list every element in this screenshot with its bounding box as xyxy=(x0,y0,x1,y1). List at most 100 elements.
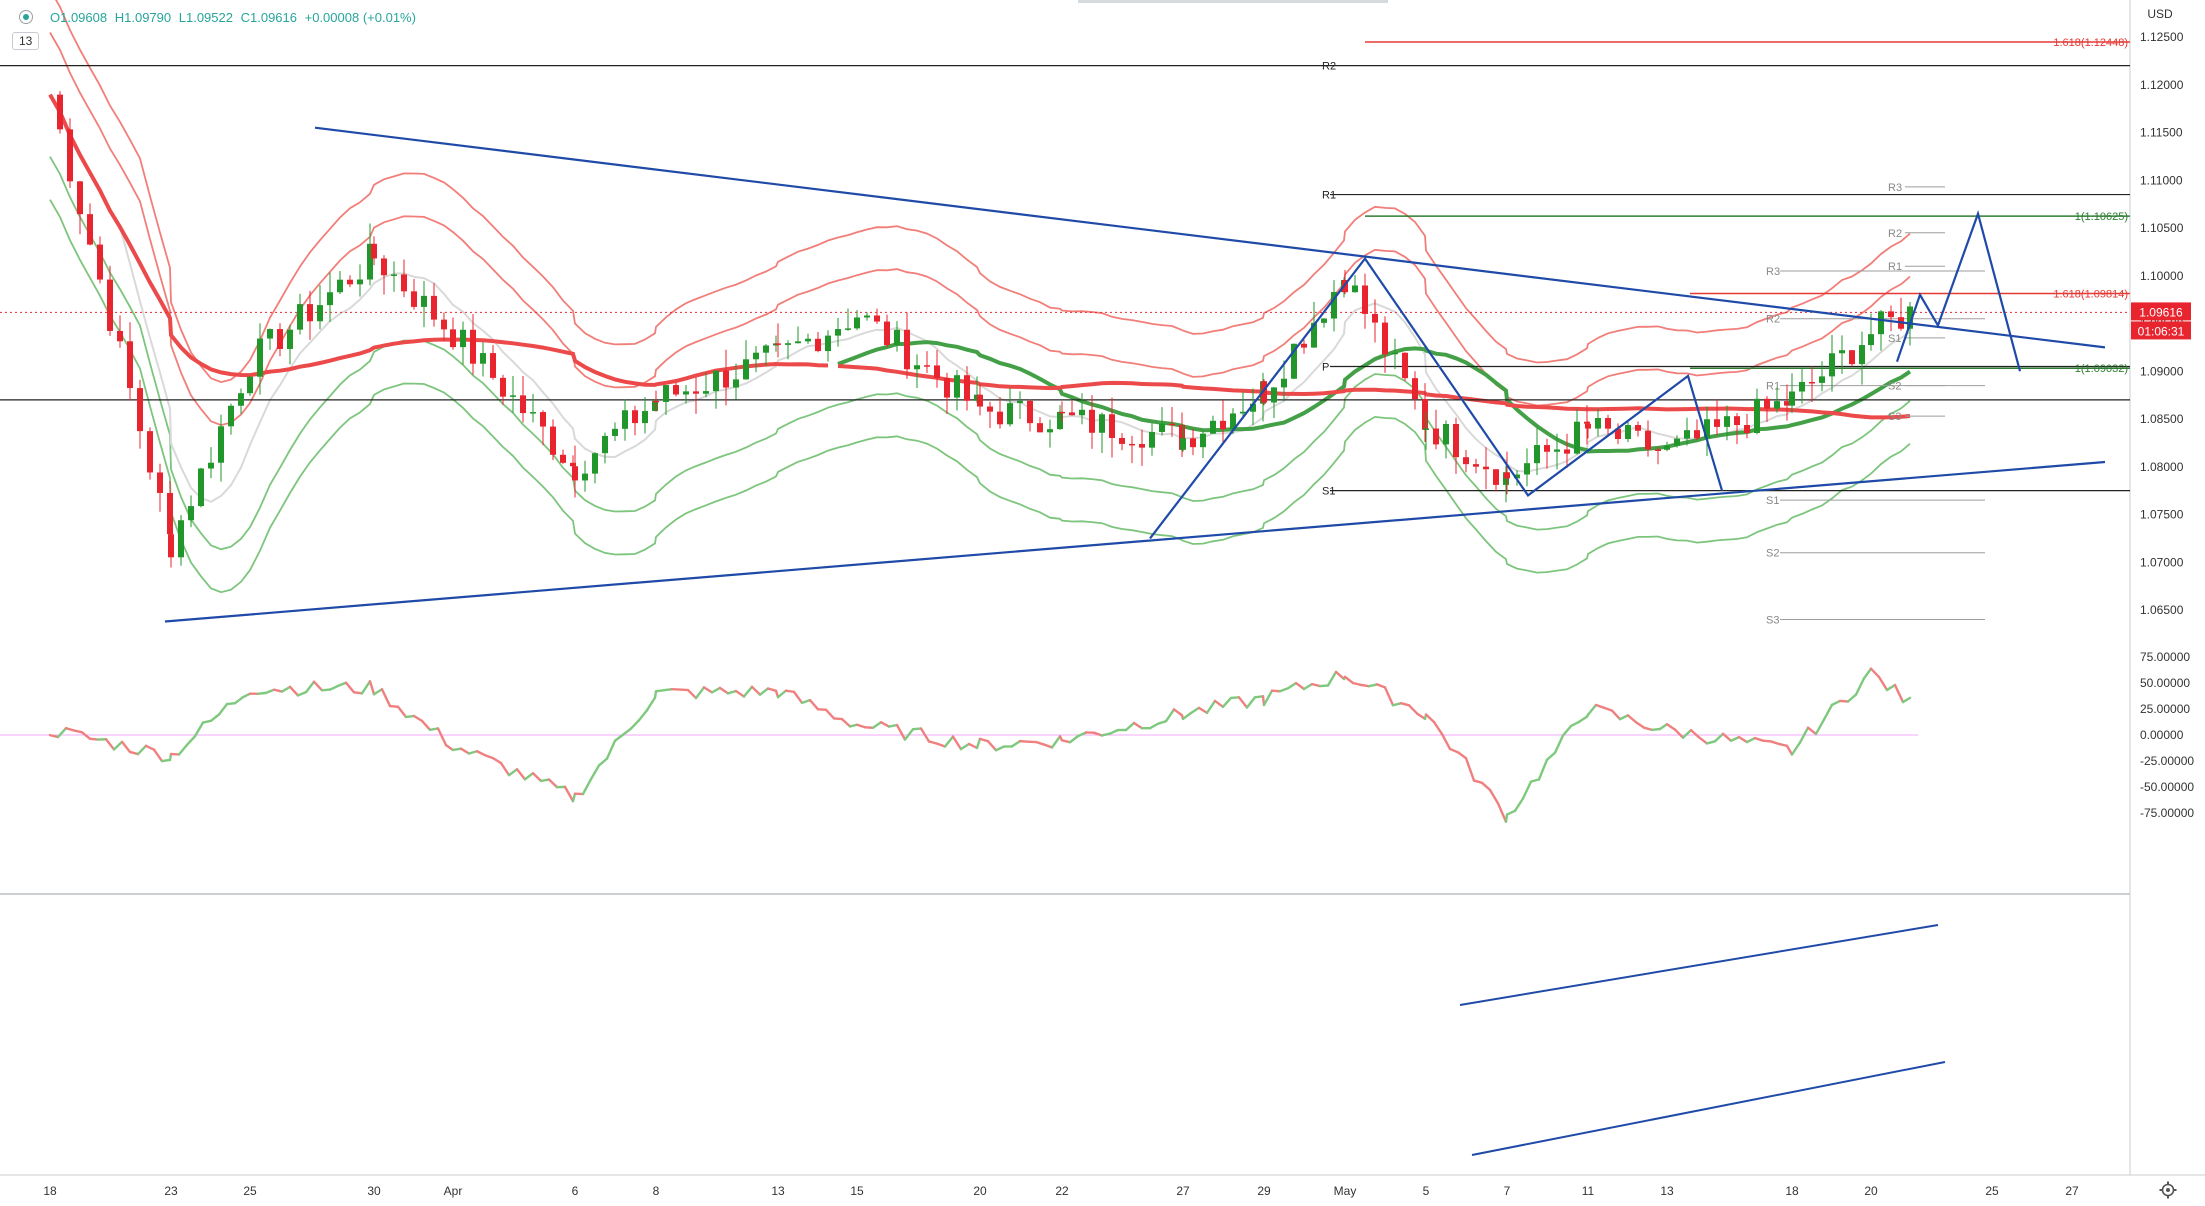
price-tick-label: 1.08000 xyxy=(2140,460,2184,474)
osc-segment xyxy=(1367,683,1379,688)
osc-segment xyxy=(1689,728,1701,739)
ohlc-legend: O1.09608 H1.09790 L1.09522 C1.09616 +0.0… xyxy=(50,10,420,25)
candle-down xyxy=(1544,445,1550,452)
osc-segment xyxy=(483,754,495,760)
candle-up xyxy=(582,473,588,481)
weekly-curr-pivot-label: R2 xyxy=(1888,228,1902,240)
osc-segment xyxy=(1213,699,1225,709)
price-tick-label: 1.06500 xyxy=(2140,603,2184,617)
price-tick-label: 1.07500 xyxy=(2140,508,2184,522)
osc-segment xyxy=(1877,675,1889,692)
settings-gear-icon[interactable] xyxy=(2159,1181,2177,1199)
candle-down xyxy=(431,295,437,320)
osc-segment xyxy=(726,689,738,695)
osc-segment xyxy=(328,684,340,691)
candle-up xyxy=(1281,378,1287,388)
osc-segment xyxy=(1618,714,1630,721)
candle-down xyxy=(1605,417,1611,429)
osc-tick-label: -50.00000 xyxy=(2140,780,2194,794)
weekly-curr-pivot-label: S2 xyxy=(1888,381,1901,393)
indicator-count-badge[interactable]: 13 xyxy=(12,32,40,50)
candle-up xyxy=(228,405,234,427)
candle-up xyxy=(1007,403,1013,425)
osc-tick-label: 25.00000 xyxy=(2140,702,2190,716)
osc-segment xyxy=(1521,780,1533,800)
osc-segment xyxy=(1513,797,1525,813)
osc-segment xyxy=(120,740,132,754)
symbol-status-icon[interactable] xyxy=(19,10,33,24)
candle-up xyxy=(1859,345,1865,365)
osc-segment xyxy=(531,772,543,783)
osc-segment xyxy=(710,686,722,694)
osc-segment xyxy=(1042,743,1054,749)
osc-segment xyxy=(296,690,308,697)
candle-down xyxy=(1190,438,1196,448)
osc-segment xyxy=(467,750,479,755)
osc-segment xyxy=(104,738,116,751)
projection-zigzag xyxy=(1895,210,2022,372)
osc-segment xyxy=(459,747,471,755)
candle-down xyxy=(1615,428,1621,440)
osc-segment xyxy=(702,686,714,694)
candle-down xyxy=(1179,424,1185,450)
candle-down xyxy=(168,534,174,558)
candle-down xyxy=(411,291,417,307)
osc-segment xyxy=(800,698,812,705)
candle-down xyxy=(1694,430,1700,439)
osc-segment xyxy=(201,719,213,724)
osc-segment xyxy=(1586,703,1598,716)
osc-segment xyxy=(539,778,551,783)
trendlines[interactable] xyxy=(164,126,2106,623)
candle-down xyxy=(1220,420,1226,430)
candle-down xyxy=(1433,428,1439,445)
candle-down xyxy=(1089,409,1095,433)
candle-up xyxy=(1149,431,1155,448)
osc-segment xyxy=(911,727,923,731)
osc-segment xyxy=(1665,723,1677,731)
countdown-badge xyxy=(2131,321,2191,340)
candle-down xyxy=(1372,313,1378,323)
osc-segment xyxy=(1060,739,1072,744)
candle-up xyxy=(238,393,244,406)
osc-segment xyxy=(654,689,666,693)
osc-segment xyxy=(88,737,100,741)
osc-segment xyxy=(1769,740,1781,746)
osc-segment xyxy=(428,727,440,731)
drag-handle[interactable] xyxy=(1078,0,1388,3)
osc-segment xyxy=(750,685,762,696)
osc-segment xyxy=(128,750,140,756)
ascending-trendline xyxy=(164,460,2106,623)
candle-up xyxy=(622,410,628,429)
ma-fast-line xyxy=(49,94,1911,503)
candle-down xyxy=(775,343,781,345)
osc-segment xyxy=(217,702,229,716)
osc-segment xyxy=(935,742,947,748)
candle-up xyxy=(713,370,719,392)
osc-segment xyxy=(967,742,979,750)
band-outer-upper xyxy=(54,0,1911,384)
fib-mid-label: 1.618(1.09814) xyxy=(2053,289,2128,301)
candle-down xyxy=(977,394,983,407)
osc-segment xyxy=(1846,693,1858,703)
osc-segment xyxy=(694,686,706,700)
candle-down xyxy=(1635,425,1641,431)
candle-down xyxy=(1585,423,1591,429)
osc-segment xyxy=(621,727,633,736)
date-tick-label: 13 xyxy=(771,1184,785,1198)
descending-trendline xyxy=(314,126,2106,349)
candle-up xyxy=(480,353,486,364)
osc-segment xyxy=(1862,667,1873,680)
legend-change: +0.00008 (+0.01%) xyxy=(304,10,416,25)
candle-up xyxy=(1321,318,1327,323)
candle-up xyxy=(267,329,273,339)
price-tick-label: 1.11000 xyxy=(2140,173,2183,187)
candle-down xyxy=(1645,430,1651,450)
candle-up xyxy=(1754,398,1760,433)
date-tick-label: 30 xyxy=(367,1184,381,1198)
candle-up xyxy=(337,279,343,293)
candle-down xyxy=(1493,469,1499,485)
osc-segment xyxy=(986,739,998,752)
osc-segment xyxy=(499,761,511,777)
osc-segment xyxy=(1334,670,1346,681)
